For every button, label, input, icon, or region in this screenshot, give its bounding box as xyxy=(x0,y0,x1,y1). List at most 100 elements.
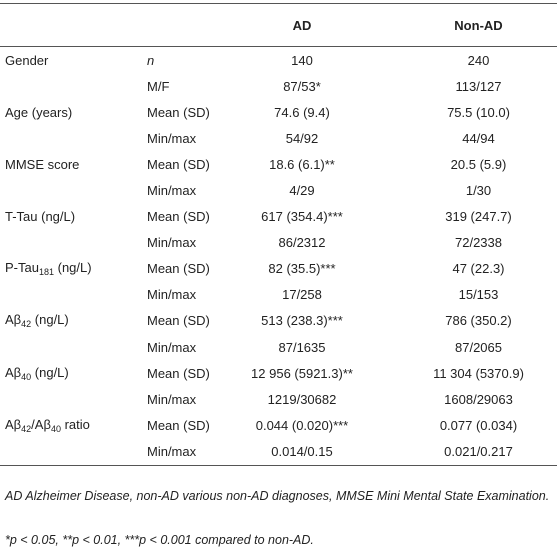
value-cell: 72/2338 xyxy=(455,235,502,251)
header-cell: AD xyxy=(292,17,312,33)
label-text: P-Tau181 (ng/L) xyxy=(5,260,92,277)
label-text: Aβ40 (ng/L) xyxy=(5,365,69,382)
label-text: Aβ42/Aβ40 ratio xyxy=(5,417,90,434)
label-part: T-Tau (ng/L) xyxy=(5,209,76,225)
row-label: T-Tau (ng/L) xyxy=(5,204,145,230)
value-cell: 87/53* xyxy=(283,78,321,94)
label-part: MMSE score xyxy=(5,156,80,172)
row-label: Gender xyxy=(5,47,145,73)
label-part: (ng/L) xyxy=(31,312,69,328)
table: AD Non-AD Gender n 140 240 M/F 87/53* 113/127 A… xyxy=(0,3,557,466)
value-cell: 0.077 (0.034) xyxy=(439,417,518,433)
stat-cell: n xyxy=(147,52,155,68)
value-cell: 20.5 (5.9) xyxy=(450,156,507,172)
value-cell: 319 (247.7) xyxy=(445,209,512,225)
row-label: Age (years) xyxy=(5,99,145,125)
label-text: Age (years) xyxy=(5,105,72,120)
subscript: 40 xyxy=(50,423,61,434)
label-part: (ng/L) xyxy=(54,260,92,276)
value-cell: 75.5 (10.0) xyxy=(447,104,510,120)
table-row: Aβ42 (ng/L) Mean (SD) 513 (238.3)*** 786 (3… xyxy=(0,308,557,334)
label-text: Gender xyxy=(5,53,48,68)
label-part: Gender xyxy=(5,52,49,68)
label-part: P-Tau xyxy=(5,260,39,276)
label-part: ratio xyxy=(60,416,90,432)
value-cell: 513 (238.3)*** xyxy=(261,313,343,329)
value-cell: 240 xyxy=(467,52,490,68)
value-cell: 1219/30682 xyxy=(267,391,337,407)
value-cell: 1/30 xyxy=(465,183,492,199)
value-cell: 0.044 (0.020)*** xyxy=(255,417,349,433)
value-cell: 18.6 (6.1)** xyxy=(269,156,335,172)
value-cell: 17/258 xyxy=(282,287,322,303)
value-cell: 82 (35.5)*** xyxy=(268,261,336,277)
value-cell: 15/153 xyxy=(458,287,499,303)
table-row: T-Tau (ng/L) Mean (SD) 617 (354.4)*** 319 (… xyxy=(0,204,557,230)
subscript: 42 xyxy=(21,319,32,330)
value-cell: 0.021/0.217 xyxy=(444,443,513,459)
stat-cell: Mean (SD) xyxy=(147,209,210,225)
subscript: 181 xyxy=(38,267,54,278)
stat-cell: M/F xyxy=(147,78,170,94)
label-part: Aβ xyxy=(5,312,22,328)
label-text: MMSE score xyxy=(5,157,79,172)
value-cell: 86/2312 xyxy=(278,235,326,251)
table-row: Min/max 1219/30682 1608/29063 xyxy=(0,386,557,412)
stat-cell: Min/max xyxy=(147,183,197,199)
stat-cell: Mean (SD) xyxy=(147,261,210,277)
row-label: Aβ40 (ng/L) xyxy=(5,360,145,386)
table-row: Min/max 0.014/0.15 0.021/0.217 xyxy=(0,438,557,464)
row-label: Aβ42/Aβ40 ratio xyxy=(5,412,145,438)
stat-cell: Mean (SD) xyxy=(147,365,210,381)
stat-cell: Min/max xyxy=(147,287,197,303)
table-row: Aβ42/Aβ40 ratio Mean (SD) 0.044 (0.020)***… xyxy=(0,412,557,438)
stat-cell: Mean (SD) xyxy=(147,156,210,172)
value-cell: 87/1635 xyxy=(278,339,326,355)
label-text: T-Tau (ng/L) xyxy=(5,209,75,224)
label-part: Aβ xyxy=(5,364,22,380)
stat-cell: Mean (SD) xyxy=(147,313,210,329)
value-cell: 786 (350.2) xyxy=(445,313,512,329)
label-part: /Aβ xyxy=(31,416,51,432)
value-cell: 47 (22.3) xyxy=(452,261,505,277)
table-row: Min/max 87/1635 87/2065 xyxy=(0,334,557,360)
stat-cell: Min/max xyxy=(147,339,197,355)
stat-cell: Min/max xyxy=(147,235,197,251)
table-row: Min/max 86/2312 72/2338 xyxy=(0,230,557,256)
value-cell: 87/2065 xyxy=(455,339,502,355)
table-row: Min/max 17/258 15/153 xyxy=(0,282,557,308)
stat-cell: Min/max xyxy=(147,391,197,407)
label-part: (ng/L) xyxy=(31,364,69,380)
table-row: Min/max 54/92 44/94 xyxy=(0,125,557,151)
table-row: Gender n 140 240 xyxy=(0,47,557,73)
value-cell: 44/94 xyxy=(462,130,495,146)
row-label: Aβ42 (ng/L) xyxy=(5,308,145,334)
table-row: Aβ40 (ng/L) Mean (SD) 12 956 (5921.3)** 11 … xyxy=(0,360,557,386)
header-row: AD Non-AD xyxy=(0,4,557,47)
footnote: AD Alzheimer Disease, non-AD various non… xyxy=(5,489,550,503)
stat-cell: Min/max xyxy=(147,130,197,146)
value-cell: 113/127 xyxy=(455,78,502,94)
table-row: Age (years) Mean (SD) 74.6 (9.4) 75.5 (10.0… xyxy=(0,99,557,125)
value-cell: 12 956 (5921.3)** xyxy=(251,365,353,381)
subscript: 40 xyxy=(21,371,32,382)
footnote: *p < 0.05, **p < 0.01, ***p < 0.001 comp… xyxy=(5,533,314,547)
value-cell: 74.6 (9.4) xyxy=(274,104,330,120)
value-cell: 11 304 (5370.9) xyxy=(433,365,524,381)
stat-cell: Mean (SD) xyxy=(147,104,210,120)
value-cell: 4/29 xyxy=(289,183,315,199)
value-cell: 1608/29063 xyxy=(444,391,513,407)
table-row: P-Tau181 (ng/L) Mean (SD) 82 (35.5)*** 47 (… xyxy=(0,256,557,282)
table-row: M/F 87/53* 113/127 xyxy=(0,73,557,99)
subscript: 42 xyxy=(21,423,32,434)
table-row: MMSE score Mean (SD) 18.6 (6.1)** 20.5 (5.9… xyxy=(0,151,557,177)
value-cell: 617 (354.4)*** xyxy=(261,209,343,225)
value-cell: 140 xyxy=(291,52,313,68)
label-part: Age (years) xyxy=(5,104,73,120)
row-label: P-Tau181 (ng/L) xyxy=(5,256,145,282)
table-body: Gender n 140 240 M/F 87/53* 113/127 Age (years)… xyxy=(0,47,557,465)
label-part: Aβ xyxy=(5,416,22,432)
row-label: MMSE score xyxy=(5,151,145,177)
header-cell: Non-AD xyxy=(454,17,503,33)
